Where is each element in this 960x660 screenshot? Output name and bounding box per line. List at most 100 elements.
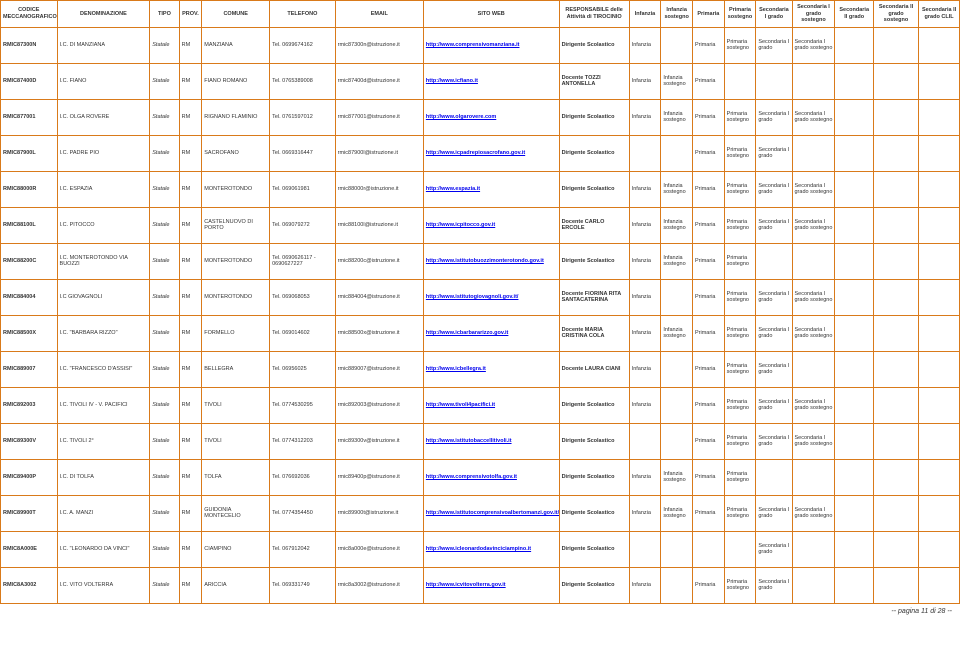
cell-inf	[629, 531, 661, 567]
cell-s1	[756, 243, 792, 279]
cell-url[interactable]: http://www.istitutobuozzimonterotondo.go…	[423, 243, 559, 279]
cell-pri: Primaria	[693, 567, 725, 603]
cell-inf: Infanzia	[629, 495, 661, 531]
cell-s2	[835, 63, 873, 99]
cell-comune: MANZIANA	[202, 27, 270, 63]
cell-infs	[661, 279, 693, 315]
cell-comune: FORMELLO	[202, 315, 270, 351]
cell-pri: Primaria	[693, 27, 725, 63]
cell-resp: Dirigente Scolastico	[559, 387, 629, 423]
cell-tipo: Statale	[150, 423, 179, 459]
page-footer: -- pagina 11 di 28 --	[0, 604, 960, 619]
cell-url[interactable]: http://www.olgarovere.com	[423, 99, 559, 135]
table-body: RMIC87300NI.C. DI MANZIANAStataleRMMANZI…	[1, 27, 960, 603]
table-header-row: CODICE MECCANOGRAFICODENOMINAZIONETIPOPR…	[1, 1, 960, 28]
cell-tel: Tel. 069061981	[270, 171, 336, 207]
cell-url[interactable]: http://www.comprensivotolfa.gov.it	[423, 459, 559, 495]
table-row: RMIC88500XI.C. "BARBARA RIZZO"StataleRMF…	[1, 315, 960, 351]
cell-inf: Infanzia	[629, 243, 661, 279]
cell-url[interactable]: http://www.icpitocco.gov.it	[423, 207, 559, 243]
cell-comune: MONTEROTONDO	[202, 243, 270, 279]
cell-s1: Secondaria I grado	[756, 387, 792, 423]
cell-email: rmic884004@istruzione.it	[335, 279, 423, 315]
cell-url[interactable]: http://www.icleonardodavinciciampino.it	[423, 531, 559, 567]
col-header: CODICE MECCANOGRAFICO	[1, 1, 58, 28]
cell-infs: Infanzia sostegno	[661, 315, 693, 351]
cell-s2s	[873, 63, 918, 99]
cell-s2	[835, 567, 873, 603]
cell-url[interactable]: http://www.icpadrepiosacrofano.gov.it	[423, 135, 559, 171]
cell-s1s	[792, 135, 835, 171]
cell-s1s: Secondaria I grado sostegno	[792, 27, 835, 63]
cell-s1s	[792, 567, 835, 603]
cell-tipo: Statale	[150, 567, 179, 603]
cell-url[interactable]: http://www.istitutogiovagnoli.gov.it/	[423, 279, 559, 315]
cell-tel: Tel. 0774312203	[270, 423, 336, 459]
cell-pri: Primaria	[693, 63, 725, 99]
cell-den: I.C. VITO VOLTERRA	[57, 567, 150, 603]
cell-tel: Tel. 06956025	[270, 351, 336, 387]
cell-resp: Dirigente Scolastico	[559, 567, 629, 603]
cell-s1: Secondaria I grado	[756, 315, 792, 351]
cell-url[interactable]: http://www.icbarbararizzo.gov.it	[423, 315, 559, 351]
cell-s1s: Secondaria I grado sostegno	[792, 279, 835, 315]
cell-tipo: Statale	[150, 171, 179, 207]
cell-comune: MONTEROTONDO	[202, 171, 270, 207]
cell-pris: Primaria sostegno	[724, 99, 756, 135]
cell-resp: Docente MARIA CRISTINA COLA	[559, 315, 629, 351]
cell-url[interactable]: http://www.istitutocomprensivoalbertoman…	[423, 495, 559, 531]
cell-url[interactable]: http://www.espazia.it	[423, 171, 559, 207]
cell-url[interactable]: http://www.icbellegra.it	[423, 351, 559, 387]
cell-s1	[756, 63, 792, 99]
cell-s1s: Secondaria I grado sostegno	[792, 387, 835, 423]
cell-code: RMIC8A3002	[1, 567, 58, 603]
cell-s1: Secondaria I grado	[756, 99, 792, 135]
cell-s1: Secondaria I grado	[756, 495, 792, 531]
cell-infs: Infanzia sostegno	[661, 63, 693, 99]
cell-pri: Primaria	[693, 171, 725, 207]
table-row: RMIC892003I.C. TIVOLI IV - V. PACIFICISt…	[1, 387, 960, 423]
cell-url[interactable]: http://www.icvitovolterra.gov.it	[423, 567, 559, 603]
col-header: RESPONSABILE delle Attività di TIROCINIO	[559, 1, 629, 28]
cell-url[interactable]: http://www.comprensivomanziana.it	[423, 27, 559, 63]
cell-prov: RM	[179, 63, 202, 99]
cell-clil	[919, 459, 960, 495]
cell-den: I.C. FIANO	[57, 63, 150, 99]
cell-email: rmic89400p@istruzione.it	[335, 459, 423, 495]
cell-resp: Docente LAURA CIANI	[559, 351, 629, 387]
cell-prov: RM	[179, 459, 202, 495]
cell-tel: Tel. 076692036	[270, 459, 336, 495]
cell-infs	[661, 351, 693, 387]
cell-tipo: Statale	[150, 531, 179, 567]
cell-s2	[835, 279, 873, 315]
cell-url[interactable]: http://www.istitutobaccellitivoli.it	[423, 423, 559, 459]
cell-den: I.C. "BARBARA RIZZO"	[57, 315, 150, 351]
cell-resp: Dirigente Scolastico	[559, 135, 629, 171]
cell-infs: Infanzia sostegno	[661, 495, 693, 531]
table-row: RMIC88100LI.C. PITOCCOStataleRMCASTELNUO…	[1, 207, 960, 243]
table-row: RMIC88000RI.C. ESPAZIAStataleRMMONTEROTO…	[1, 171, 960, 207]
cell-pri: Primaria	[693, 243, 725, 279]
cell-den: I.C. "LEONARDO DA VINCI"	[57, 531, 150, 567]
cell-s1: Secondaria I grado	[756, 171, 792, 207]
col-header: Primaria sostegno	[724, 1, 756, 28]
cell-code: RMIC87400D	[1, 63, 58, 99]
cell-code: RMIC87300N	[1, 27, 58, 63]
cell-code: RMIC892003	[1, 387, 58, 423]
cell-s2	[835, 99, 873, 135]
cell-url[interactable]: http://www.icfiano.it	[423, 63, 559, 99]
cell-s2	[835, 171, 873, 207]
cell-infs: Infanzia sostegno	[661, 99, 693, 135]
cell-url[interactable]: http://www.tivoli4pacifici.it	[423, 387, 559, 423]
cell-comune: BELLEGRA	[202, 351, 270, 387]
cell-resp: Dirigente Scolastico	[559, 495, 629, 531]
table-row: RMIC8A3002I.C. VITO VOLTERRAStataleRMARI…	[1, 567, 960, 603]
cell-pris	[724, 531, 756, 567]
cell-tel: Tel. 0669316447	[270, 135, 336, 171]
cell-tel: Tel. 0765389008	[270, 63, 336, 99]
cell-pri: Primaria	[693, 351, 725, 387]
cell-comune: TIVOLI	[202, 423, 270, 459]
col-header: Infanzia sostegno	[661, 1, 693, 28]
cell-s2	[835, 135, 873, 171]
col-header: TELEFONO	[270, 1, 336, 28]
